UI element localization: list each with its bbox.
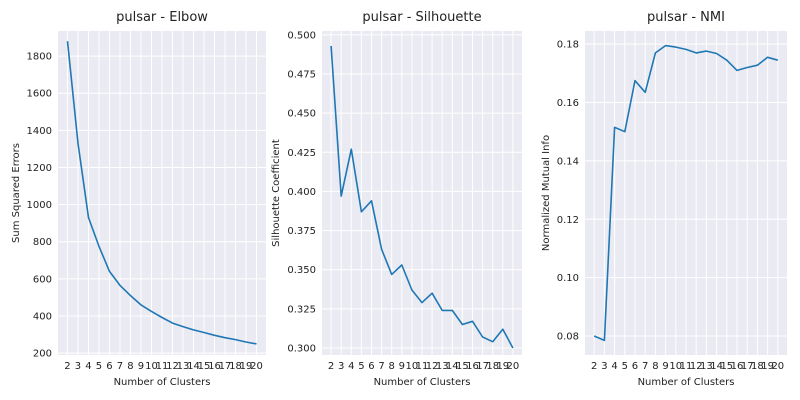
x-tick-label: 5 bbox=[622, 361, 628, 372]
x-tick-label: 10 bbox=[406, 361, 419, 372]
x-tick-label: 17 bbox=[741, 361, 754, 372]
series-line bbox=[593, 44, 779, 342]
y-tick-label: 0.12 bbox=[557, 215, 579, 226]
y-tick-label: 0.16 bbox=[557, 98, 579, 109]
y-tick-label: 0.325 bbox=[287, 304, 316, 315]
x-tick-label: 6 bbox=[368, 361, 374, 372]
x-axis-label: Number of Clusters bbox=[114, 377, 211, 388]
x-tick-label: 5 bbox=[96, 361, 102, 372]
y-axis-label: Sum Squared Errors bbox=[11, 143, 22, 243]
x-tick-label: 14 bbox=[710, 361, 723, 372]
x-tick-label: 7 bbox=[378, 361, 384, 372]
x-tick-label: 4 bbox=[348, 361, 354, 372]
y-tick-label: 0.500 bbox=[287, 30, 316, 41]
y-tick-label: 1400 bbox=[27, 126, 52, 137]
x-tick-label: 10 bbox=[145, 361, 158, 372]
y-tick-label: 0.400 bbox=[287, 187, 316, 198]
x-tick-label: 16 bbox=[466, 361, 479, 372]
x-tick-label: 8 bbox=[127, 361, 133, 372]
subplot-1: 200 400 600 800 1000 1200 1400 1600 1800 2 3 4 5 6 7 8 9… bbox=[11, 10, 266, 388]
x-tick-label: 13 bbox=[700, 361, 713, 372]
x-tick-label: 9 bbox=[138, 361, 144, 372]
y-tick-label: 1800 bbox=[27, 52, 52, 63]
x-tick-label: 4 bbox=[85, 361, 91, 372]
y-tick-label: 0.300 bbox=[287, 343, 316, 354]
chart-title: pulsar - NMI bbox=[647, 10, 725, 25]
y-tick-label: 0.18 bbox=[557, 40, 579, 51]
x-tick-label: 18 bbox=[486, 361, 499, 372]
subplot-2: 0.300 0.325 0.350 0.375 0.400 0.425 0.450 0.475… bbox=[271, 10, 522, 388]
y-tick-label: 0.08 bbox=[557, 332, 579, 343]
subplot-3: 0.08 0.10 0.12 0.14 0.16 0.18 2 3 4 5 6 7 8 9 10111213… bbox=[541, 10, 787, 388]
x-tick-label: 2 bbox=[64, 361, 70, 372]
x-tick-label: 11 bbox=[680, 361, 693, 372]
y-tick-label: 0.350 bbox=[287, 265, 316, 276]
x-tick-label: 3 bbox=[338, 361, 344, 372]
x-tick-label: 20 bbox=[507, 361, 520, 372]
x-tick-label: 18 bbox=[751, 361, 764, 372]
x-tick-label: 12 bbox=[166, 361, 179, 372]
x-tick-label: 8 bbox=[389, 361, 395, 372]
y-tick-label: 0.375 bbox=[287, 226, 316, 237]
y-tick-label: 0.475 bbox=[287, 70, 316, 81]
y-axis-label: Normalized Mutual Info bbox=[541, 135, 552, 251]
y-tick-label: 0.450 bbox=[287, 109, 316, 120]
x-tick-label: 3 bbox=[601, 361, 607, 372]
x-tick-label: 9 bbox=[662, 361, 668, 372]
x-tick-label: 19 bbox=[496, 361, 509, 372]
x-tick-label: 13 bbox=[177, 361, 190, 372]
x-axis-label: Number of Clusters bbox=[638, 377, 735, 388]
series-line bbox=[66, 41, 257, 345]
x-tick-label: 15 bbox=[456, 361, 469, 372]
x-tick-label: 3 bbox=[75, 361, 81, 372]
y-tick-label: 0.14 bbox=[557, 156, 579, 167]
x-tick-label: 6 bbox=[632, 361, 638, 372]
x-tick-label: 7 bbox=[117, 361, 123, 372]
x-tick-label: 12 bbox=[690, 361, 703, 372]
x-axis-label: Number of Clusters bbox=[374, 377, 471, 388]
series-line bbox=[330, 45, 514, 349]
y-tick-label: 0.10 bbox=[557, 273, 579, 284]
x-tick-label: 6 bbox=[106, 361, 112, 372]
x-tick-label: 15 bbox=[720, 361, 733, 372]
x-tick-label: 11 bbox=[416, 361, 429, 372]
x-tick-label: 9 bbox=[399, 361, 405, 372]
y-axis-label: Silhouette Coefficient bbox=[271, 139, 282, 247]
y-tick-label: 0.425 bbox=[287, 148, 316, 159]
x-tick-label: 16 bbox=[731, 361, 744, 372]
y-tick-label: 1200 bbox=[27, 163, 52, 174]
x-tick-label: 4 bbox=[611, 361, 617, 372]
x-tick-label: 13 bbox=[436, 361, 449, 372]
y-tick-label: 1600 bbox=[27, 89, 52, 100]
x-tick-label: 5 bbox=[358, 361, 364, 372]
x-tick-label: 17 bbox=[476, 361, 489, 372]
x-tick-label: 2 bbox=[328, 361, 334, 372]
x-tick-label: 19 bbox=[761, 361, 774, 372]
x-tick-label: 2 bbox=[591, 361, 597, 372]
y-tick-label: 400 bbox=[33, 312, 52, 323]
x-tick-label: 16 bbox=[208, 361, 221, 372]
x-tick-label: 20 bbox=[250, 361, 263, 372]
x-tick-label: 18 bbox=[229, 361, 242, 372]
chart-title: pulsar - Elbow bbox=[116, 10, 208, 25]
y-tick-label: 200 bbox=[33, 349, 52, 360]
chart-title: pulsar - Silhouette bbox=[362, 10, 481, 25]
x-tick-label: 19 bbox=[240, 361, 253, 372]
x-tick-label: 8 bbox=[652, 361, 658, 372]
x-tick-label: 11 bbox=[156, 361, 169, 372]
y-tick-label: 1000 bbox=[27, 200, 52, 211]
x-tick-label: 7 bbox=[642, 361, 648, 372]
x-tick-label: 20 bbox=[771, 361, 784, 372]
x-tick-label: 12 bbox=[426, 361, 439, 372]
x-tick-label: 14 bbox=[187, 361, 200, 372]
y-tick-label: 600 bbox=[33, 274, 52, 285]
y-tick-label: 800 bbox=[33, 237, 52, 248]
x-tick-label: 15 bbox=[198, 361, 211, 372]
x-tick-label: 10 bbox=[669, 361, 682, 372]
x-tick-label: 14 bbox=[446, 361, 459, 372]
x-tick-label: 17 bbox=[219, 361, 232, 372]
